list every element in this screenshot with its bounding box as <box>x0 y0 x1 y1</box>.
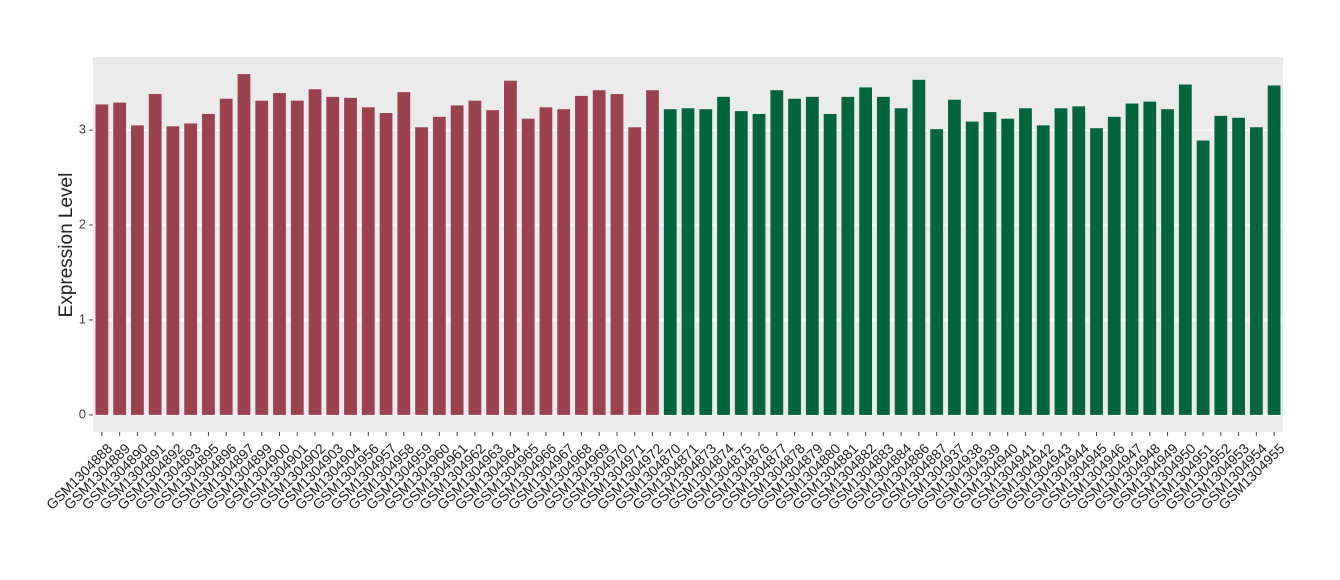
y-axis-label: Expression Level <box>56 173 77 318</box>
bar <box>503 80 517 415</box>
bar <box>752 113 766 415</box>
bar <box>876 96 890 415</box>
bar <box>859 87 873 415</box>
bar <box>681 108 695 415</box>
bar <box>486 110 500 415</box>
bar <box>184 123 198 415</box>
bar <box>983 112 997 415</box>
bar <box>1178 84 1192 415</box>
bar <box>717 96 730 415</box>
bar <box>1214 115 1228 415</box>
bar <box>237 74 251 415</box>
bar <box>965 121 979 415</box>
bar <box>113 102 127 415</box>
bar <box>1249 127 1263 415</box>
bar <box>557 109 571 415</box>
bar <box>1232 117 1245 415</box>
bar <box>1107 116 1121 415</box>
bar <box>930 129 944 415</box>
bar <box>219 98 233 415</box>
bar <box>628 127 642 415</box>
bar <box>1196 140 1210 415</box>
bar <box>699 109 713 415</box>
bar <box>1036 125 1050 415</box>
bar <box>308 89 322 415</box>
y-tick-label: 1 <box>79 311 86 326</box>
bar <box>1090 128 1103 415</box>
bar <box>255 100 269 415</box>
bar <box>912 79 926 415</box>
bar <box>1001 118 1015 415</box>
bar <box>948 99 961 415</box>
bar <box>468 100 482 415</box>
bar <box>379 113 393 415</box>
bar <box>663 109 677 415</box>
bar <box>646 90 659 415</box>
bar <box>1267 85 1281 415</box>
bar <box>1019 108 1032 415</box>
bar <box>1054 108 1068 415</box>
bar <box>1125 103 1139 415</box>
bar <box>1161 109 1174 415</box>
bar <box>610 94 624 415</box>
bar <box>521 118 535 415</box>
bar <box>432 116 446 415</box>
bar <box>326 96 340 415</box>
bar <box>805 96 819 415</box>
bar <box>592 90 606 415</box>
bar <box>148 94 162 415</box>
bar <box>273 93 286 415</box>
bar <box>361 107 375 415</box>
bar <box>1143 101 1157 415</box>
bar <box>397 92 411 415</box>
bar <box>290 100 304 415</box>
bar <box>95 104 109 415</box>
bar <box>894 108 908 415</box>
bar <box>202 113 215 415</box>
bar <box>823 113 837 415</box>
bar <box>788 98 801 415</box>
bar <box>166 126 180 415</box>
bar <box>841 96 855 415</box>
bar <box>1072 106 1086 415</box>
bar <box>539 107 553 415</box>
bar <box>734 111 748 415</box>
y-tick-label: 2 <box>79 216 86 231</box>
bar <box>415 127 428 415</box>
bar <box>770 90 784 415</box>
bar <box>344 97 357 415</box>
bar <box>575 95 588 415</box>
y-tick-label: 3 <box>79 122 86 137</box>
y-tick-label: 0 <box>79 406 86 421</box>
bar <box>131 125 144 415</box>
bar <box>450 105 464 415</box>
